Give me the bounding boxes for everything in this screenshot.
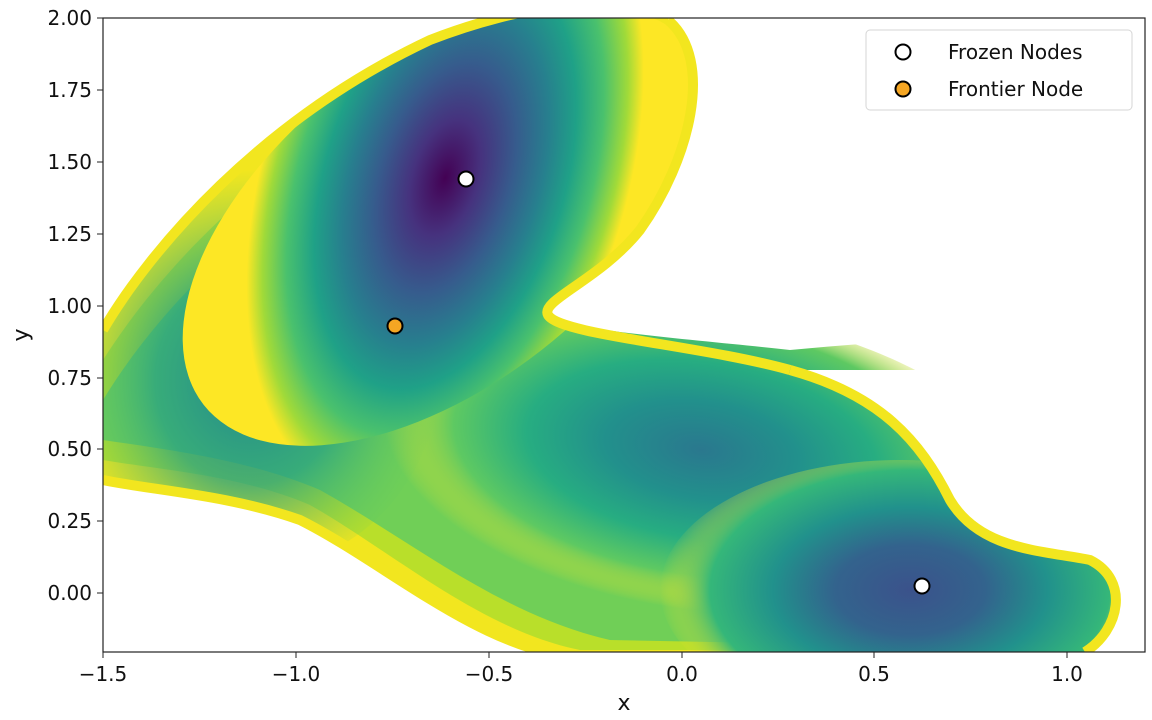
y-tick: 1.50 (47, 150, 103, 174)
x-tick-label: 0.0 (666, 662, 698, 686)
y-tick-label: 1.50 (47, 150, 92, 174)
frontier-node-marker (386, 317, 404, 335)
y-tick: 0.25 (47, 509, 103, 533)
y-tick: 1.25 (47, 222, 103, 246)
y-tick-label: 2.00 (47, 6, 92, 30)
legend-label: Frozen Nodes (948, 40, 1083, 64)
scatter-series (386, 170, 931, 595)
x-tick: −1.0 (272, 652, 321, 686)
x-tick-label: 1.0 (1051, 662, 1083, 686)
x-tick: −1.5 (79, 652, 128, 686)
x-tick: 0.5 (858, 652, 890, 686)
legend-item-frontier-node: Frontier Node (894, 77, 1083, 101)
frozen-node-marker (457, 170, 475, 188)
y-tick-label: 0.75 (47, 366, 92, 390)
y-tick: 0.00 (47, 581, 103, 605)
legend: Frozen Nodes Frontier Node (865, 29, 1133, 111)
legend-box (865, 29, 1133, 111)
y-tick: 1.75 (47, 78, 103, 102)
y-tick-label: 0.50 (47, 437, 92, 461)
x-tick-label: −0.5 (465, 662, 514, 686)
y-tick-label: 1.00 (47, 294, 92, 318)
x-tick: −0.5 (465, 652, 514, 686)
y-tick-label: 0.25 (47, 509, 92, 533)
x-axis-label: x (617, 691, 630, 716)
y-tick-label: 1.25 (47, 222, 92, 246)
x-tick: 1.0 (1051, 652, 1083, 686)
y-tick-label: 1.75 (47, 78, 92, 102)
x-tick-label: −1.0 (272, 662, 321, 686)
legend-item-frozen-nodes: Frozen Nodes (894, 40, 1083, 64)
y-axis-label: y (9, 328, 34, 341)
x-tick-label: 0.5 (858, 662, 890, 686)
y-axis: 2.00 1.75 1.50 1.25 1.00 0.75 0.50 0.25 (9, 6, 103, 605)
y-tick: 0.75 (47, 366, 103, 390)
frozen-node-legend-icon (894, 43, 912, 61)
legend-label: Frontier Node (948, 77, 1083, 101)
frozen-node-marker (913, 577, 931, 595)
axes-frame (102, 17, 1146, 653)
y-tick: 1.00 (47, 294, 103, 318)
y-tick: 2.00 (47, 6, 103, 30)
x-axis: −1.5 −1.0 −0.5 0.0 0.5 1.0 x (79, 652, 1083, 716)
frontier-node-legend-icon (894, 80, 912, 98)
y-tick: 0.50 (47, 437, 103, 461)
x-tick: 0.0 (666, 652, 698, 686)
y-tick-label: 0.00 (47, 581, 92, 605)
x-tick-label: −1.5 (79, 662, 128, 686)
